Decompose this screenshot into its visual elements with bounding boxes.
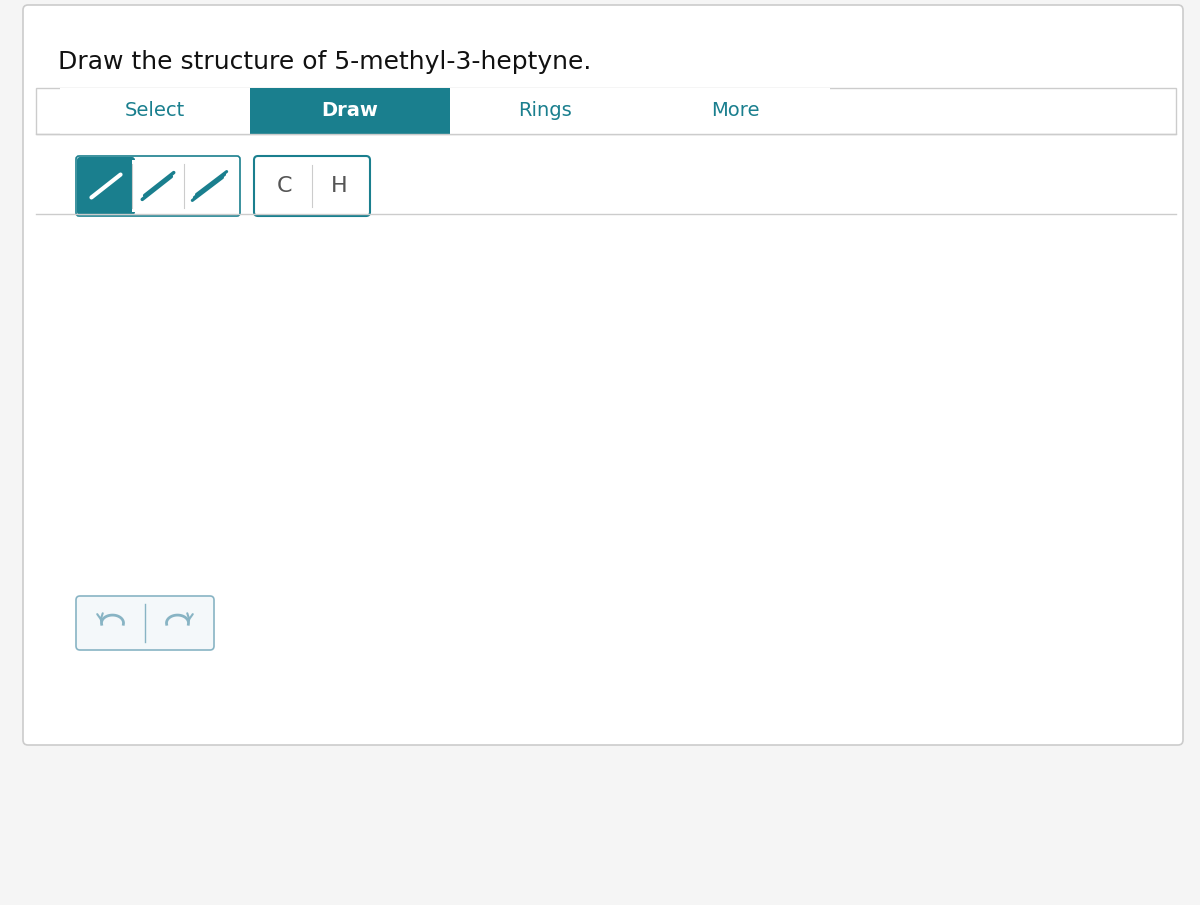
Bar — [450, 88, 640, 134]
Text: C: C — [277, 176, 293, 196]
Bar — [36, 88, 1176, 134]
Text: Draw the structure of 5-methyl-3-heptyne.: Draw the structure of 5-methyl-3-heptyne… — [58, 50, 592, 74]
FancyBboxPatch shape — [23, 5, 1183, 745]
Bar — [60, 88, 250, 134]
Bar — [132, 160, 184, 212]
FancyBboxPatch shape — [254, 156, 370, 216]
Bar — [640, 88, 830, 134]
FancyBboxPatch shape — [76, 596, 214, 650]
Bar — [250, 88, 450, 134]
Text: Rings: Rings — [518, 101, 572, 120]
FancyBboxPatch shape — [76, 156, 240, 216]
Bar — [184, 160, 236, 212]
Text: More: More — [710, 101, 760, 120]
Text: H: H — [331, 176, 347, 196]
Text: Draw: Draw — [322, 101, 378, 120]
FancyBboxPatch shape — [77, 157, 134, 215]
Text: Select: Select — [125, 101, 185, 120]
